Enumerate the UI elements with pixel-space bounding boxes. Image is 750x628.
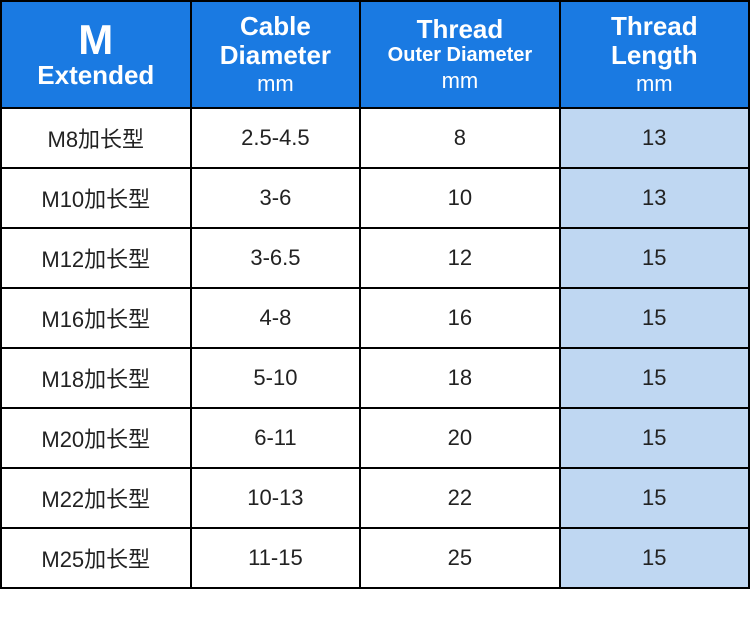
cell-thread-length: 15 [560,228,749,288]
cell-cable-diameter: 11-15 [191,528,361,588]
table-row: M10加长型3-61013 [1,168,749,228]
cell-cable-diameter: 3-6 [191,168,361,228]
cell-cable-diameter: 2.5-4.5 [191,108,361,168]
header-cable-top: Cable [196,12,356,41]
cell-model: M22加长型 [1,468,191,528]
cell-model: M18加长型 [1,348,191,408]
cell-cable-diameter: 3-6.5 [191,228,361,288]
cell-thread-outer-diameter: 25 [360,528,559,588]
cell-thread-length: 13 [560,168,749,228]
cell-model: M8加长型 [1,108,191,168]
cell-cable-diameter: 6-11 [191,408,361,468]
cell-model: M16加长型 [1,288,191,348]
table-row: M12加长型3-6.51215 [1,228,749,288]
header-length-bottom: Length [565,41,744,70]
cell-thread-length: 13 [560,108,749,168]
header-outer-top: Thread [365,15,554,44]
spec-table: M Extended Cable Diameter mm Thread Oute… [0,0,750,589]
table-body: M8加长型2.5-4.5813M10加长型3-61013M12加长型3-6.51… [1,108,749,588]
cell-thread-outer-diameter: 10 [360,168,559,228]
cell-thread-outer-diameter: 12 [360,228,559,288]
header-model: M Extended [1,1,191,108]
cell-cable-diameter: 5-10 [191,348,361,408]
cell-thread-length: 15 [560,288,749,348]
cell-model: M20加长型 [1,408,191,468]
header-model-bottom: Extended [6,61,186,90]
header-model-top: M [6,19,186,61]
cell-thread-outer-diameter: 8 [360,108,559,168]
cell-thread-outer-diameter: 16 [360,288,559,348]
cell-thread-outer-diameter: 22 [360,468,559,528]
cell-thread-outer-diameter: 18 [360,348,559,408]
header-cable-unit: mm [196,71,356,97]
cell-thread-length: 15 [560,408,749,468]
table-row: M18加长型5-101815 [1,348,749,408]
cell-thread-length: 15 [560,348,749,408]
table-header: M Extended Cable Diameter mm Thread Oute… [1,1,749,108]
header-length-unit: mm [565,71,744,97]
cell-cable-diameter: 4-8 [191,288,361,348]
table-row: M22加长型10-132215 [1,468,749,528]
table-row: M25加长型11-152515 [1,528,749,588]
cell-model: M10加长型 [1,168,191,228]
cell-model: M25加长型 [1,528,191,588]
header-outer: Thread Outer Diameter mm [360,1,559,108]
header-cable-bottom: Diameter [196,41,356,70]
table-row: M16加长型4-81615 [1,288,749,348]
cell-thread-outer-diameter: 20 [360,408,559,468]
header-length-top: Thread [565,12,744,41]
table-row: M20加长型6-112015 [1,408,749,468]
table-row: M8加长型2.5-4.5813 [1,108,749,168]
cell-thread-length: 15 [560,528,749,588]
cell-thread-length: 15 [560,468,749,528]
header-outer-bottom: Outer Diameter [365,44,554,66]
cell-cable-diameter: 10-13 [191,468,361,528]
header-outer-unit: mm [365,68,554,94]
header-length: Thread Length mm [560,1,749,108]
cell-model: M12加长型 [1,228,191,288]
header-cable: Cable Diameter mm [191,1,361,108]
